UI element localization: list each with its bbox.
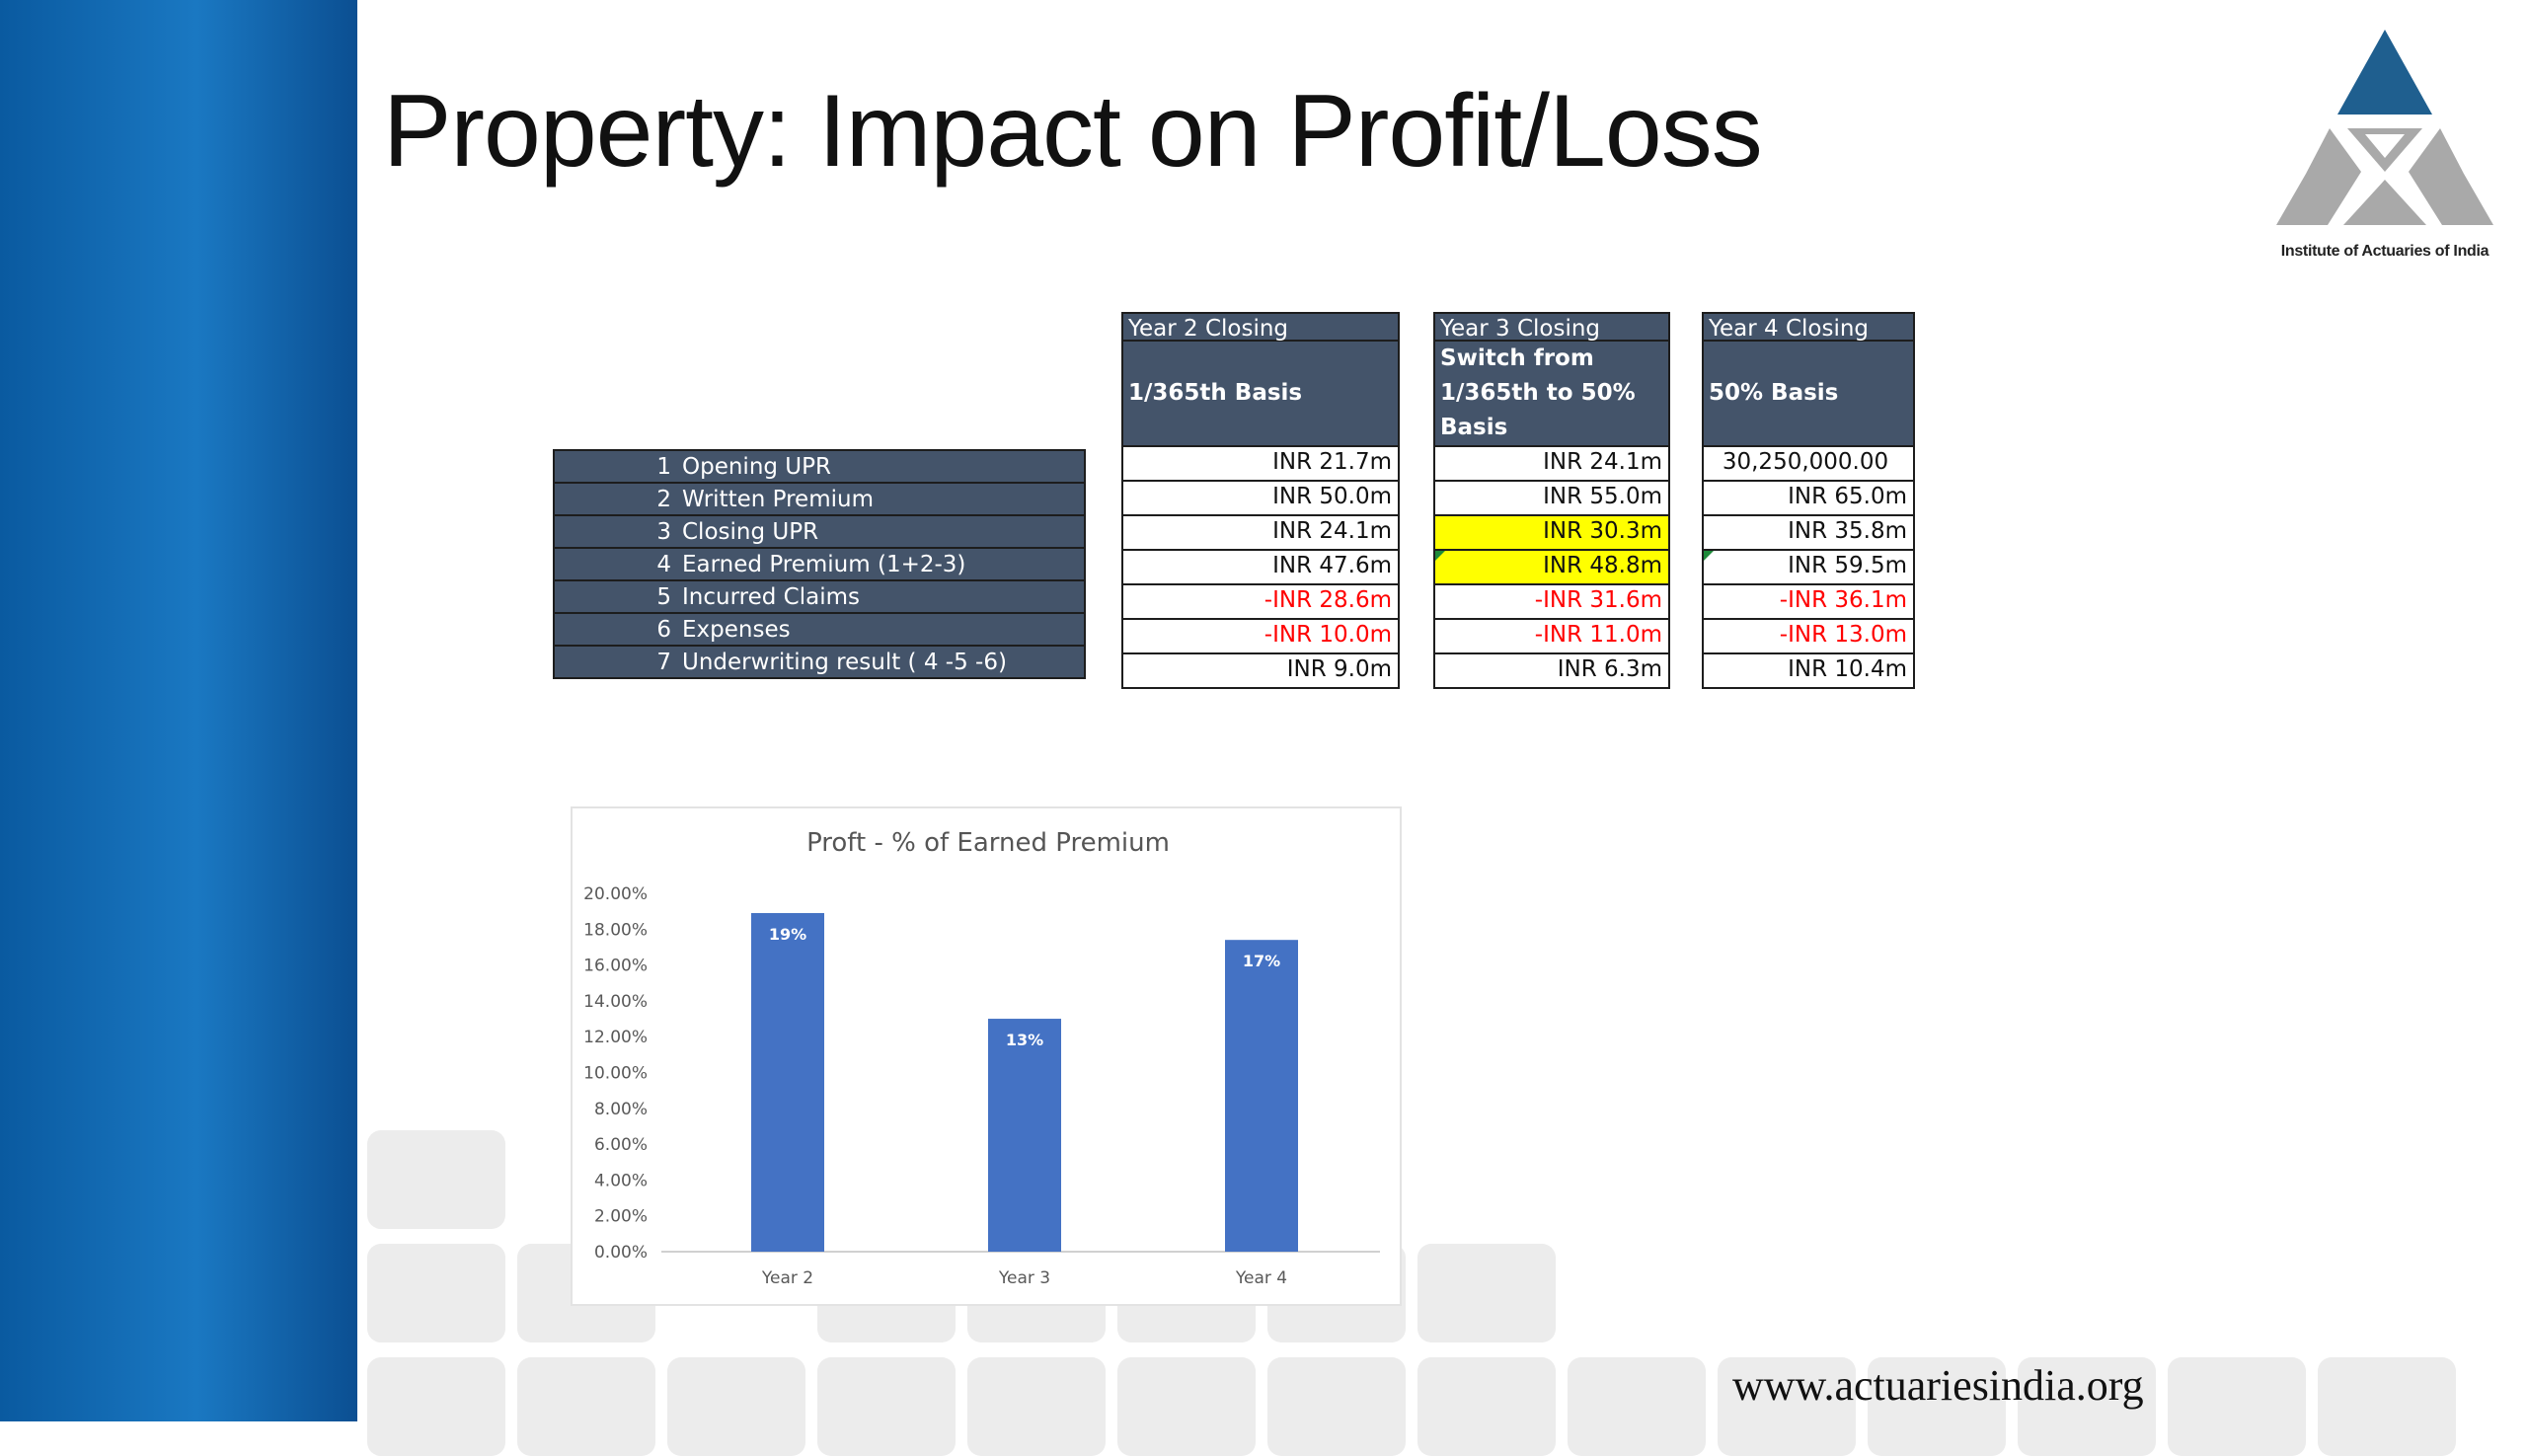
value-cell: 30,250,000.00 [1702,447,1915,482]
row-label: Written Premium [675,482,1086,516]
value-cell: INR 55.0m [1433,482,1670,516]
bar-data-label: 13% [1006,1031,1043,1049]
column-header: Year 3 Closing [1433,312,1670,342]
value-cell: INR 35.8m [1702,516,1915,551]
table-row: 3 Closing UPR [553,514,1086,549]
row-label: Closing UPR [675,514,1086,549]
y-tick-label: 12.00% [583,1028,648,1047]
table-row: 5 Incurred Claims [553,579,1086,614]
year-2-column: Year 2 Closing 1/365th Basis INR 21.7m I… [1121,312,1400,689]
value-cell: INR 24.1m [1121,516,1400,551]
y-tick-label: 16.00% [583,957,648,976]
table-row: 6 Expenses [553,612,1086,647]
profit-chart: Proft - % of Earned Premium 0.00% 2.00% 4.… [571,806,1402,1306]
value-cell: -INR 13.0m [1702,620,1915,654]
row-number: 6 [553,612,676,647]
table-row: 2 Written Premium [553,482,1086,516]
row-number: 1 [553,449,676,484]
chart-title: Proft - % of Earned Premium [806,828,1170,858]
bar [751,912,824,1252]
y-tick-label: 8.00% [594,1100,648,1119]
value-cell: INR 10.4m [1702,654,1915,689]
column-basis: Switch from 1/365th to 50% Basis [1433,342,1670,447]
chart-plot-area: 0.00% 2.00% 4.00% 6.00% 8.00% 10.00% 12.00% 14.… [583,884,1380,1288]
column-basis: 1/365th Basis [1121,342,1400,447]
table-row: 1 Opening UPR [553,449,1086,484]
y-tick-label: 20.00% [583,884,648,904]
row-number: 3 [553,514,676,549]
value-cell: INR 6.3m [1433,654,1670,689]
row-label: Opening UPR [675,449,1086,484]
side-band [0,0,357,1421]
footer-url: www.actuariesindia.org [1732,1361,2144,1410]
bar-data-label: 19% [769,925,806,944]
year-3-column: Year 3 Closing Switch from 1/365th to 50… [1433,312,1670,689]
y-tick-label: 14.00% [583,992,648,1012]
value-cell-highlighted: INR 48.8m [1433,551,1670,585]
bar-data-label: 17% [1243,952,1280,970]
iai-triangle-logo-icon [2276,30,2493,225]
value-cell: INR 65.0m [1702,482,1915,516]
x-tick-label: Year 2 [761,1268,813,1288]
row-label: Underwriting result ( 4 -5 -6) [675,645,1086,679]
row-label: Incurred Claims [675,579,1086,614]
value-cell: INR 47.6m [1121,551,1400,585]
value-cell: INR 9.0m [1121,654,1400,689]
column-basis: 50% Basis [1702,342,1915,447]
value-cell-highlighted: INR 30.3m [1433,516,1670,551]
row-number: 5 [553,579,676,614]
y-tick-label: 10.00% [583,1064,648,1084]
bar [1225,940,1298,1252]
value-cell: -INR 36.1m [1702,585,1915,620]
table-row: 4 Earned Premium (1+2-3) [553,547,1086,581]
value-cell: INR 24.1m [1433,447,1670,482]
x-tick-label: Year 3 [998,1268,1050,1288]
value-cell: -INR 31.6m [1433,585,1670,620]
row-number: 4 [553,547,676,581]
value-cell: INR 21.7m [1121,447,1400,482]
column-header: Year 2 Closing [1121,312,1400,342]
slide-title: Property: Impact on Profit/Loss [383,74,1763,189]
row-labels-table: 1 Opening UPR 2 Written Premium 3 Closing U… [553,449,1086,679]
value-cell: -INR 11.0m [1433,620,1670,654]
y-tick-label: 6.00% [594,1135,648,1155]
x-tick-label: Year 4 [1235,1268,1287,1288]
value-cell: -INR 10.0m [1121,620,1400,654]
value-cell: INR 50.0m [1121,482,1400,516]
column-header: Year 4 Closing [1702,312,1915,342]
value-cell: -INR 28.6m [1121,585,1400,620]
row-number: 2 [553,482,676,516]
bar [988,1019,1061,1252]
row-label: Earned Premium (1+2-3) [675,547,1086,581]
year-4-column: Year 4 Closing 50% Basis 30,250,000.00 I… [1702,312,1915,689]
y-tick-label: 0.00% [594,1243,648,1263]
value-cell: INR 59.5m [1702,551,1915,585]
table-row: 7 Underwriting result ( 4 -5 -6) [553,645,1086,679]
y-tick-label: 18.00% [583,920,648,940]
logo-caption: Institute of Actuaries of India [2280,243,2489,260]
y-tick-label: 2.00% [594,1207,648,1227]
row-number: 7 [553,645,676,679]
y-tick-label: 4.00% [594,1171,648,1190]
row-label: Expenses [675,612,1086,647]
